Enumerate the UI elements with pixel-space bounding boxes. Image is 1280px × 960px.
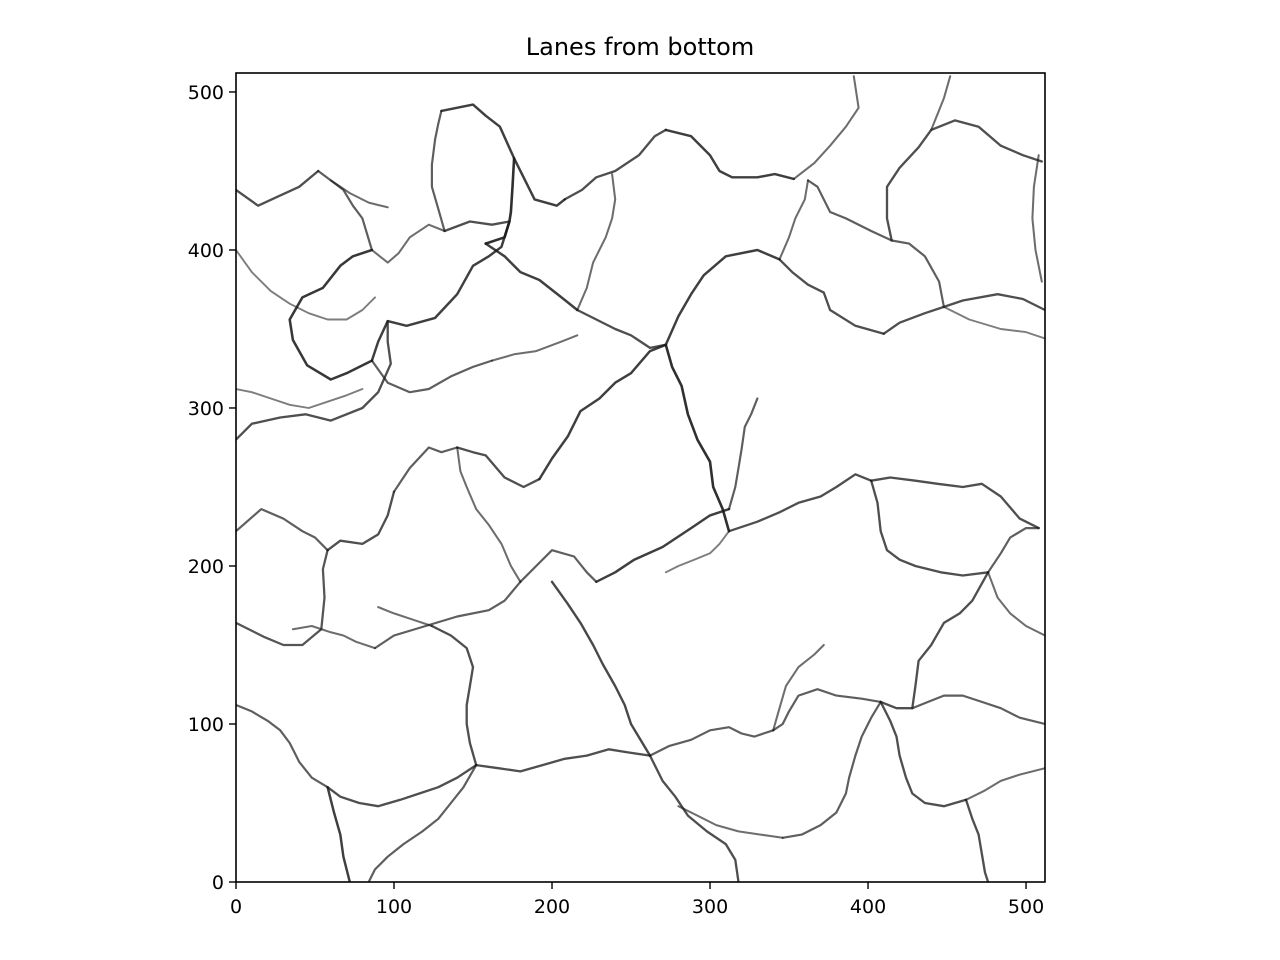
lane-0 [236, 169, 320, 207]
lane-3 [370, 223, 446, 264]
lane-31 [236, 319, 392, 441]
lane-48 [236, 703, 329, 789]
plot-frame [235, 72, 1046, 883]
lane-47 [326, 763, 478, 808]
lane-27 [392, 446, 459, 493]
x-tick-label-300: 300 [692, 896, 728, 918]
lane-45 [430, 624, 478, 767]
y-tick-label-300: 300 [188, 398, 224, 420]
lane-46 [377, 606, 433, 628]
lane-17 [778, 258, 885, 335]
lane-30 [236, 549, 329, 647]
lane-33 [373, 580, 522, 650]
lane-11 [288, 248, 374, 381]
lane-50 [367, 764, 478, 882]
lane-24 [664, 343, 731, 533]
lane-5 [440, 103, 566, 207]
lane-51 [648, 754, 740, 882]
lane-6 [563, 128, 667, 201]
lane-37 [727, 473, 873, 533]
lane-22 [930, 75, 952, 131]
lane-38 [870, 476, 1040, 530]
lane-13 [490, 334, 579, 362]
lane-60 [677, 805, 784, 839]
lane-21 [942, 305, 1045, 340]
lane-14 [484, 242, 579, 312]
y-tick-label-200: 200 [188, 556, 224, 578]
lane-34 [291, 624, 377, 650]
x-tick-label-500: 500 [1008, 896, 1044, 918]
lane-9 [484, 157, 516, 245]
lane-25 [538, 343, 668, 481]
y-tick-label-400: 400 [188, 240, 224, 262]
lane-40 [987, 527, 1040, 574]
lane-44 [475, 748, 652, 773]
y-tick-label-0: 0 [212, 872, 224, 894]
lane-53 [772, 643, 825, 732]
lane-67 [236, 388, 364, 409]
lane-23 [1031, 154, 1043, 283]
lane-7 [664, 128, 796, 181]
x-tick-label-100: 100 [376, 896, 412, 918]
x-axis: 0 100 200 300 400 500 [230, 882, 1044, 918]
lane-16 [664, 248, 781, 347]
lane-56 [879, 700, 968, 808]
lane-65 [778, 179, 810, 261]
lane-12 [370, 359, 494, 394]
x-tick-label-0: 0 [230, 896, 242, 918]
lane-63 [236, 249, 376, 321]
lane-28 [326, 490, 396, 552]
y-tick-label-100: 100 [188, 714, 224, 736]
lane-55 [664, 530, 730, 574]
lane-26 [456, 446, 541, 489]
lane-58 [964, 798, 990, 882]
lane-18 [882, 293, 1045, 335]
lane-36 [595, 507, 731, 584]
lane-62 [911, 694, 1045, 726]
y-tick-label-500: 500 [188, 82, 224, 104]
lane-43 [648, 726, 775, 757]
x-tick-label-200: 200 [534, 896, 570, 918]
lane-2 [329, 179, 389, 209]
lane-19 [806, 179, 945, 308]
lane-52 [550, 580, 652, 757]
lane-41 [879, 571, 990, 710]
chart-title: Lanes from bottom [526, 33, 754, 61]
lane-10 [370, 220, 511, 362]
lanes-layer [236, 75, 1045, 882]
lane-54 [727, 397, 759, 511]
x-tick-label-400: 400 [850, 896, 886, 918]
lane-59 [781, 700, 882, 839]
lane-32 [456, 446, 522, 583]
lane-49 [326, 785, 352, 882]
lane-35 [519, 549, 598, 583]
lane-29 [236, 508, 329, 552]
lane-57 [964, 767, 1045, 801]
lane-42 [772, 688, 882, 732]
lane-66 [430, 109, 446, 233]
lane-1 [317, 169, 373, 252]
lane-64 [576, 173, 617, 312]
plot-background [236, 73, 1045, 882]
lane-39 [870, 479, 990, 577]
lane-15 [576, 308, 667, 350]
lane-61 [987, 571, 1045, 637]
lane-4 [443, 220, 511, 233]
y-axis: 0 100 200 300 400 500 [188, 82, 236, 894]
lane-8 [792, 75, 860, 180]
